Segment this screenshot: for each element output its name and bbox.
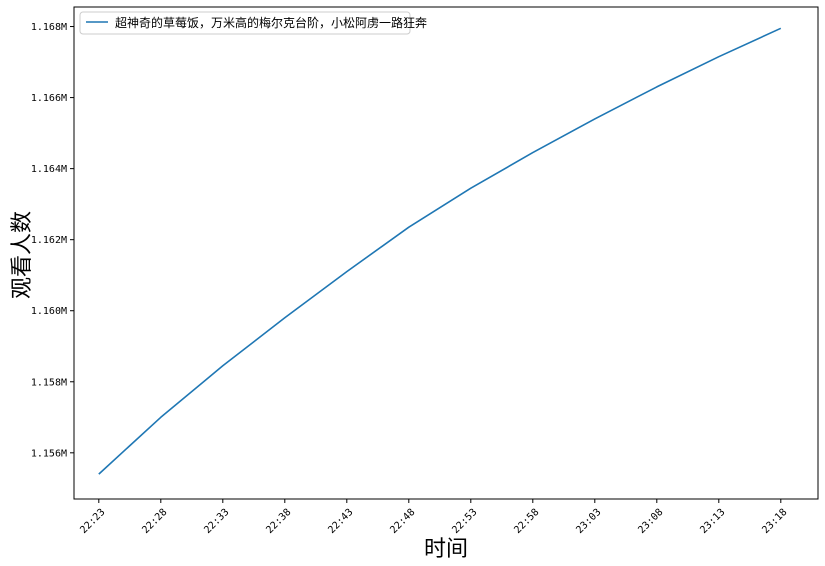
data-point: [656, 86, 658, 88]
y-axis: 1.156M 1.158M 1.160M 1.162M 1.164M 1.166M 1.16…: [31, 22, 74, 459]
data-point: [346, 271, 348, 273]
x-tick-label: 22:58: [512, 507, 541, 536]
x-tick-label: 22:28: [140, 507, 169, 536]
y-tick-label: 1.162M: [31, 235, 67, 246]
x-tick-label: 22:43: [326, 507, 355, 536]
x-tick-label: 23:03: [574, 507, 603, 536]
data-point: [780, 28, 782, 30]
legend-box: [79, 11, 411, 35]
y-axis-title: 观看人数: [10, 211, 35, 299]
x-tick-label: 22:23: [78, 507, 107, 536]
series-line: [98, 27, 782, 475]
data-point: [470, 187, 472, 189]
data-point: [594, 118, 596, 120]
legend-label: 超神奇的草莓饭，万米高的梅尔克台阶，小松阿虏一路狂奔: [115, 15, 427, 30]
x-tick-label: 22:53: [450, 507, 479, 536]
legend: 超神奇的草莓饭，万米高的梅尔克台阶，小松阿虏一路狂奔: [79, 11, 427, 35]
x-tick-label: 23:13: [698, 507, 727, 536]
series-layer: [98, 27, 782, 475]
data-point: [408, 226, 410, 228]
x-tick-label: 22:33: [202, 507, 231, 536]
data-point: [532, 152, 534, 154]
y-tick-label: 1.158M: [31, 377, 67, 388]
y-tick-label: 1.168M: [31, 22, 67, 33]
x-tick-label: 22:48: [388, 507, 417, 536]
y-tick-label: 1.164M: [31, 164, 67, 175]
data-point: [284, 317, 286, 319]
plot-frame: [73, 6, 819, 500]
y-tick-label: 1.160M: [31, 306, 67, 317]
data-point: [160, 416, 162, 418]
x-tick-label: 23:08: [636, 507, 665, 536]
x-tick-label: 23:18: [760, 507, 789, 536]
data-point: [98, 473, 100, 475]
x-axis-title: 时间: [424, 537, 468, 562]
x-axis: 22:23 22:28 22:33 22:38 22:43 22:48 22:53 22:58…: [78, 499, 789, 536]
y-tick-label: 1.156M: [31, 448, 67, 459]
x-tick-label: 22:38: [264, 507, 293, 536]
y-tick-label: 1.166M: [31, 93, 67, 104]
data-point: [222, 365, 224, 367]
data-point: [718, 56, 720, 58]
